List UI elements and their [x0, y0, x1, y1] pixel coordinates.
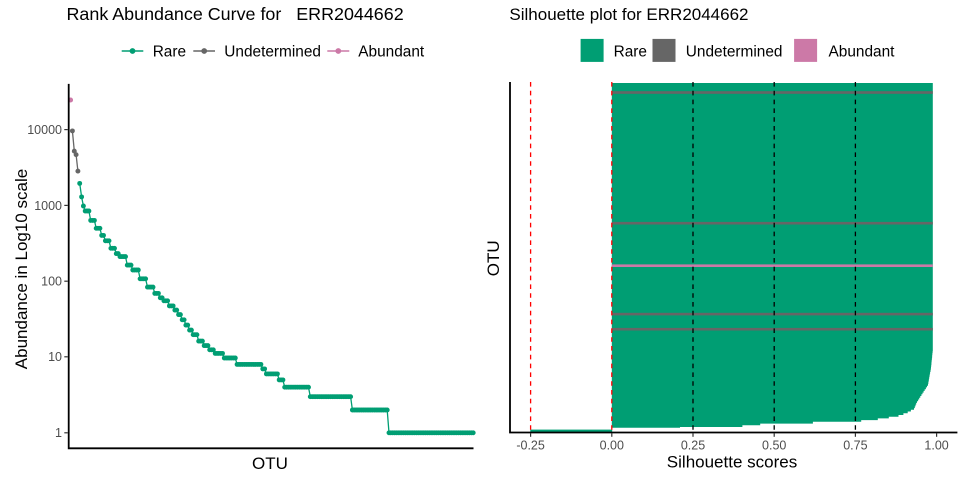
svg-text:Silhouette scores: Silhouette scores: [667, 452, 797, 471]
svg-text:-0.25: -0.25: [516, 439, 545, 453]
svg-text:Abundance in Log10 scale: Abundance in Log10 scale: [12, 169, 31, 369]
svg-text:Undetermined: Undetermined: [686, 44, 783, 61]
svg-text:Undetermined: Undetermined: [224, 43, 321, 60]
svg-text:0.75: 0.75: [843, 439, 867, 453]
svg-text:0.00: 0.00: [600, 439, 624, 453]
svg-text:100: 100: [41, 275, 62, 289]
svg-text:Rank Abundance Curve for ERR: Rank Abundance Curve for ERR2044662: [67, 4, 404, 24]
svg-text:Abundant: Abundant: [829, 44, 896, 61]
svg-text:OTU: OTU: [484, 240, 503, 276]
svg-text:1: 1: [55, 426, 62, 440]
svg-text:10000: 10000: [27, 123, 62, 137]
svg-text:10: 10: [48, 350, 62, 364]
svg-text:OTU: OTU: [252, 454, 288, 473]
svg-text:Silhouette plot for ERR2044662: Silhouette plot for ERR2044662: [509, 5, 748, 24]
svg-text:Abundant: Abundant: [358, 43, 425, 60]
svg-text:0.50: 0.50: [762, 439, 786, 453]
svg-text:Rare: Rare: [614, 44, 647, 61]
svg-text:1000: 1000: [34, 199, 62, 213]
svg-text:Rare: Rare: [153, 43, 186, 60]
svg-text:0.25: 0.25: [681, 439, 705, 453]
svg-text:1.00: 1.00: [924, 439, 948, 453]
